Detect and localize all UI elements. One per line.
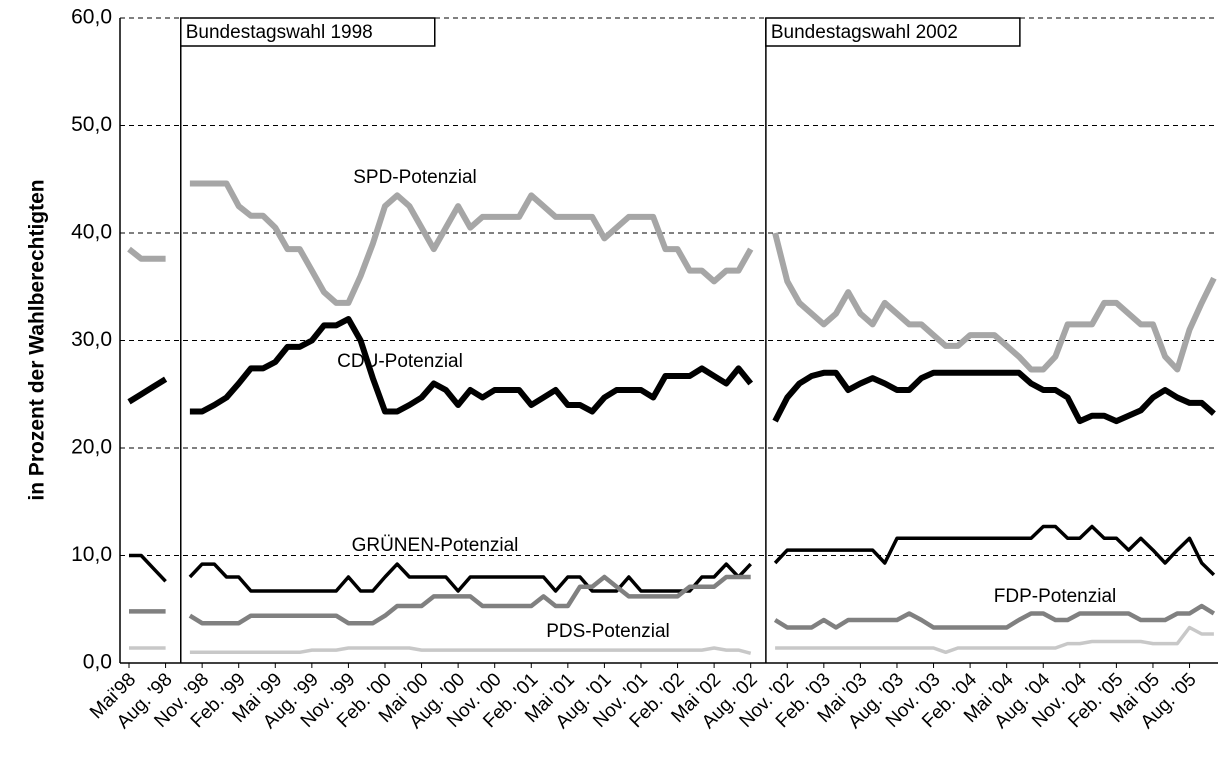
series-label: CDU-Potenzial [337, 351, 463, 372]
series-label: SPD-Potenzial [353, 167, 477, 188]
series-label: FDP-Potenzial [994, 586, 1117, 607]
series-line [129, 625, 1214, 655]
series-label: GRÜNEN-Potenzial [352, 535, 519, 556]
series-line [127, 316, 1216, 425]
y-tick-label: 60,0 [71, 6, 112, 29]
y-tick-label: 10,0 [71, 543, 112, 566]
y-tick-label: 40,0 [71, 221, 112, 244]
annotation-box [180, 17, 436, 47]
annotation: Bundestagswahl 2002 [771, 22, 958, 43]
annotation-box [765, 17, 1021, 47]
y-axis-label: in Prozent der Wahlberechtigten [26, 179, 49, 500]
series-line [129, 574, 1216, 630]
y-tick-label: 0,0 [83, 651, 112, 674]
annotation: Bundestagswahl 1998 [186, 22, 373, 43]
y-tick-label: 30,0 [71, 328, 112, 351]
series-label: PDS-Potenzial [546, 621, 670, 642]
y-tick-label: 50,0 [71, 113, 112, 136]
y-tick-label: 20,0 [71, 436, 112, 459]
series-line [129, 524, 1216, 593]
series-line [127, 180, 1217, 373]
